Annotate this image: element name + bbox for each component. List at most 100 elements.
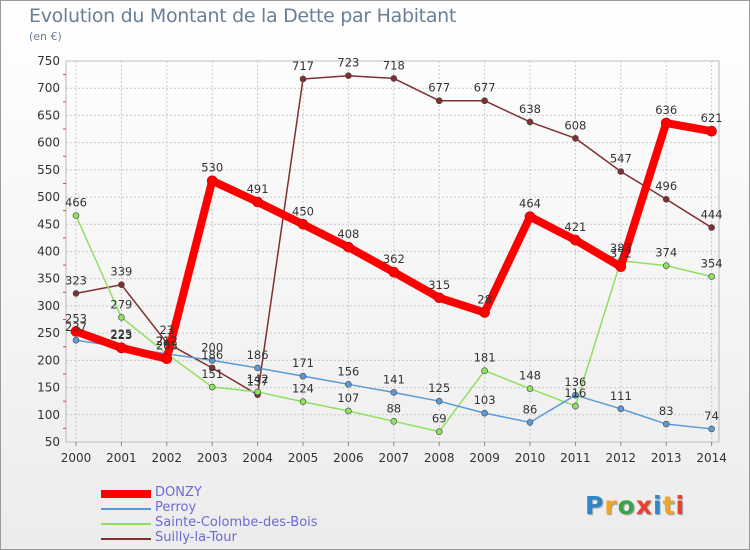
- data-point: [345, 407, 352, 415]
- data-point: [617, 405, 625, 413]
- data-label: 408: [337, 227, 359, 241]
- x-tick-label: 2008: [424, 451, 455, 465]
- y-tick-label: 250: [37, 326, 60, 340]
- data-label: 225: [110, 327, 132, 341]
- data-point: [662, 262, 670, 269]
- logo-letter: o: [617, 491, 636, 520]
- data-label: 200: [201, 340, 223, 354]
- data-label: 86: [523, 402, 538, 416]
- data-label: 186: [247, 348, 269, 362]
- data-label: 212: [156, 334, 178, 348]
- data-label: 156: [337, 364, 359, 378]
- data-point: [72, 212, 80, 219]
- data-point: [208, 357, 216, 364]
- proxiti-logo: Proxiti: [585, 491, 685, 520]
- data-point: [572, 134, 579, 142]
- data-label: 621: [701, 111, 723, 125]
- y-tick-label: 600: [37, 136, 60, 150]
- data-label: 547: [610, 151, 632, 165]
- data-point: [435, 397, 443, 405]
- data-labels: 253 223 203 530 491 450 408 362 315 28 464 421 372 63…: [65, 56, 723, 426]
- data-label: 171: [292, 356, 314, 370]
- y-tick-label: 650: [37, 108, 60, 122]
- data-label: 383: [610, 241, 632, 255]
- data-point: [343, 241, 354, 253]
- data-point: [706, 125, 717, 137]
- x-tick-label: 2007: [379, 451, 410, 465]
- chart-unit: (en €): [29, 30, 62, 43]
- x-tick-label: 2010: [515, 451, 546, 465]
- data-label: 28: [477, 292, 492, 306]
- data-point: [526, 419, 534, 426]
- data-point: [206, 175, 218, 187]
- data-label: 186: [201, 348, 223, 362]
- data-label: 212: [156, 334, 178, 348]
- data-point: [660, 117, 672, 129]
- data-point: [570, 234, 581, 246]
- logo-letter: P: [585, 491, 605, 520]
- x-tick-label: 2000: [61, 451, 92, 465]
- x-tick-label: 2006: [333, 451, 364, 465]
- data-point: [435, 428, 443, 435]
- y-tick-label: 550: [37, 163, 60, 177]
- data-label: 315: [428, 278, 450, 292]
- data-point: [388, 266, 400, 278]
- data-point: [572, 402, 579, 410]
- data-point: [526, 385, 534, 392]
- data-point: [526, 118, 534, 126]
- data-label: 718: [383, 58, 405, 72]
- x-tick-label: 2013: [651, 451, 682, 465]
- data-point: [208, 364, 216, 372]
- data-label: 111: [610, 389, 632, 403]
- data-label: 142: [247, 372, 269, 386]
- legend-label: Sainte-Colombe-des-Bois: [155, 515, 318, 530]
- logo-letter: x: [635, 491, 653, 520]
- x-tick-label: 2009: [469, 451, 500, 465]
- y-tick-label: 50: [45, 435, 60, 449]
- data-label: 137: [247, 375, 269, 389]
- data-label: 151: [201, 367, 223, 381]
- data-label: 717: [292, 59, 314, 73]
- data-label: 203: [156, 339, 178, 353]
- y-tick-label: 500: [37, 190, 60, 204]
- data-point: [433, 292, 445, 304]
- x-tick-label: 2011: [560, 451, 591, 465]
- data-label: 421: [564, 220, 586, 234]
- y-tick-label: 200: [37, 353, 60, 367]
- data-point: [254, 388, 261, 396]
- data-point: [708, 425, 715, 433]
- data-label: 339: [110, 265, 132, 279]
- data-point: [481, 409, 488, 417]
- data-label: 372: [610, 247, 632, 261]
- legend-swatch: [101, 523, 151, 525]
- data-label: 103: [474, 393, 496, 407]
- x-axis: 2000 2001 2002 2003 2004 2005 2006 2007 2008 2009…: [61, 442, 727, 465]
- data-label: 181: [474, 351, 496, 365]
- data-label: 124: [292, 382, 314, 396]
- data-point: [254, 364, 261, 372]
- data-label: 237: [65, 320, 87, 334]
- logo-letter: i: [653, 491, 663, 520]
- data-label: 723: [337, 56, 359, 70]
- x-tick-label: 2004: [242, 451, 273, 465]
- data-point: [299, 398, 307, 406]
- data-label: 530: [201, 161, 223, 175]
- logo-letter: i: [675, 491, 686, 520]
- logo-letter: r: [604, 491, 618, 520]
- legend-swatch: [101, 490, 151, 498]
- data-label: 141: [383, 372, 405, 386]
- data-point: [481, 97, 488, 105]
- data-label: 23: [159, 323, 174, 337]
- data-point: [72, 290, 80, 297]
- data-label: 223: [110, 328, 132, 342]
- y-tick-label: 350: [37, 272, 60, 286]
- data-label: 88: [386, 401, 401, 415]
- data-label: 677: [428, 81, 450, 95]
- data-label: 636: [655, 103, 677, 117]
- x-tick-label: 2001: [106, 451, 137, 465]
- data-label: 253: [65, 312, 87, 326]
- data-point: [662, 420, 670, 428]
- y-axis: 50 100 150 200 250 300 350 400 450 500 550 600 650 70…: [37, 54, 66, 449]
